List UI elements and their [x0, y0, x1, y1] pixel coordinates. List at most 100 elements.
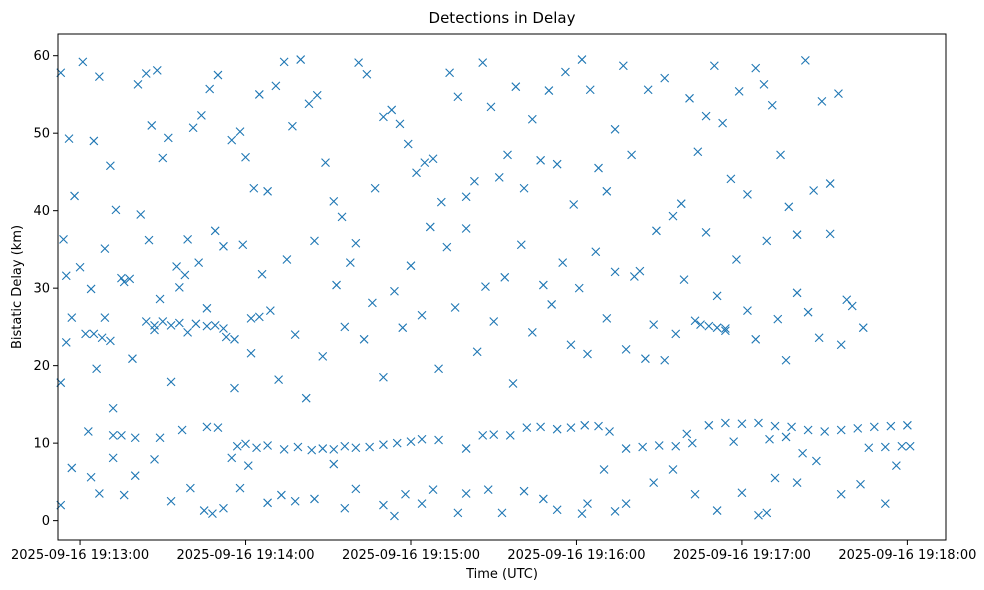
data-point — [880, 442, 890, 452]
data-point — [417, 310, 427, 320]
data-point — [434, 435, 443, 445]
data-point — [538, 280, 548, 290]
data-point — [461, 224, 471, 233]
y-axis-label: Bistatic Delay (km) — [10, 225, 25, 349]
data-point — [494, 172, 504, 182]
data-point — [362, 69, 372, 79]
data-point — [100, 313, 110, 322]
data-point — [108, 453, 118, 463]
data-point — [803, 307, 813, 317]
data-point — [89, 136, 99, 146]
data-point — [67, 313, 77, 322]
data-point — [354, 58, 363, 68]
data-point — [249, 183, 259, 193]
data-point — [489, 317, 499, 326]
data-point — [238, 240, 248, 250]
data-point — [119, 490, 129, 500]
data-point — [552, 424, 562, 434]
data-point — [232, 441, 242, 451]
data-point — [94, 489, 104, 498]
data-point — [202, 321, 212, 331]
data-point — [643, 85, 653, 95]
data-point — [629, 272, 639, 281]
data-point — [205, 84, 215, 94]
data-point — [78, 57, 88, 67]
data-point — [470, 176, 479, 186]
data-point — [853, 424, 863, 433]
data-point — [254, 312, 264, 322]
data-point — [817, 97, 827, 106]
data-point — [671, 441, 681, 451]
data-point — [886, 421, 896, 431]
data-point — [566, 340, 576, 350]
data-point — [420, 158, 430, 168]
data-point — [274, 375, 284, 384]
data-point — [781, 432, 791, 442]
data-point — [453, 508, 463, 518]
data-point — [271, 81, 281, 91]
data-point — [86, 472, 96, 482]
data-point — [296, 55, 306, 64]
x-tick-label: 2025-09-16 19:18:00 — [838, 548, 976, 563]
data-point — [210, 320, 220, 330]
data-point — [230, 334, 239, 344]
data-point — [428, 485, 438, 495]
data-point — [770, 473, 780, 483]
data-point — [183, 234, 193, 244]
data-point — [847, 301, 857, 311]
data-point — [166, 320, 176, 330]
data-point — [147, 121, 157, 130]
data-point — [174, 282, 184, 292]
data-point — [304, 99, 314, 109]
data-point — [141, 69, 151, 78]
data-point — [252, 443, 261, 453]
data-point — [798, 448, 807, 458]
data-point — [858, 323, 868, 333]
data-point — [246, 313, 256, 323]
data-point — [765, 434, 774, 444]
data-point — [654, 441, 664, 450]
y-tick-label: 0 — [42, 514, 50, 529]
data-point — [241, 152, 250, 162]
data-point — [183, 327, 193, 337]
data-point — [86, 284, 96, 294]
data-point — [144, 235, 154, 245]
data-point — [263, 441, 272, 450]
data-point — [478, 58, 488, 68]
x-axis: 2025-09-16 19:13:00 2025-09-16 19:14:00 20… — [11, 540, 976, 563]
data-point — [227, 453, 237, 463]
data-point — [732, 255, 741, 264]
data-point — [417, 434, 427, 444]
data-point — [527, 114, 537, 124]
data-point — [649, 478, 659, 488]
data-point — [505, 431, 515, 440]
data-point — [106, 336, 115, 346]
data-point — [332, 280, 341, 290]
data-point — [558, 258, 568, 267]
data-point — [461, 444, 471, 453]
chart-title: Detections in Delay — [429, 9, 576, 27]
data-point — [177, 425, 187, 435]
data-point — [172, 262, 181, 271]
data-point — [108, 403, 118, 413]
data-point — [825, 179, 835, 188]
data-point — [191, 319, 201, 329]
data-point — [522, 423, 532, 433]
data-point — [312, 90, 322, 100]
data-point — [59, 234, 68, 244]
data-point — [610, 124, 620, 134]
data-point — [453, 92, 463, 102]
data-point — [690, 489, 700, 499]
y-tick-label: 60 — [33, 49, 50, 64]
data-point — [751, 334, 761, 344]
data-point — [310, 236, 319, 246]
data-point — [202, 303, 212, 313]
data-point — [508, 379, 518, 388]
data-point — [213, 423, 223, 433]
data-point — [693, 147, 703, 157]
data-point — [621, 344, 631, 354]
data-point — [743, 306, 752, 316]
x-tick-label: 2025-09-16 19:14:00 — [176, 548, 314, 563]
data-point — [676, 199, 686, 209]
data-point — [254, 90, 264, 99]
